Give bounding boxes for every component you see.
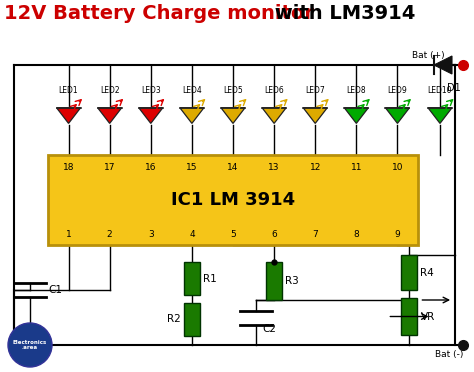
Text: 3: 3 bbox=[148, 230, 154, 239]
Text: R3: R3 bbox=[285, 276, 299, 286]
Text: 8: 8 bbox=[354, 230, 359, 239]
Text: Bat (-): Bat (-) bbox=[435, 350, 463, 359]
Text: LED6: LED6 bbox=[264, 86, 284, 95]
Polygon shape bbox=[428, 108, 452, 124]
Bar bbox=[401, 298, 418, 335]
Text: with LM3914: with LM3914 bbox=[268, 4, 415, 23]
Bar bbox=[401, 255, 418, 290]
Text: IC1 LM 3914: IC1 LM 3914 bbox=[171, 191, 295, 209]
Polygon shape bbox=[303, 108, 327, 124]
Text: 6: 6 bbox=[271, 230, 277, 239]
Bar bbox=[184, 262, 200, 295]
Text: LED9: LED9 bbox=[388, 86, 407, 95]
Text: 18: 18 bbox=[63, 163, 74, 172]
Text: 12: 12 bbox=[310, 163, 321, 172]
Text: 1: 1 bbox=[66, 230, 72, 239]
Polygon shape bbox=[221, 108, 245, 124]
Polygon shape bbox=[98, 108, 122, 124]
Text: LED4: LED4 bbox=[182, 86, 202, 95]
Text: R1: R1 bbox=[203, 273, 217, 283]
Text: 17: 17 bbox=[104, 163, 115, 172]
Text: R2: R2 bbox=[167, 314, 181, 324]
Polygon shape bbox=[344, 108, 368, 124]
Text: 2: 2 bbox=[107, 230, 112, 239]
Text: 15: 15 bbox=[186, 163, 198, 172]
Text: Bat (+): Bat (+) bbox=[412, 51, 445, 60]
Text: LED8: LED8 bbox=[346, 86, 366, 95]
Text: 14: 14 bbox=[228, 163, 239, 172]
Bar bbox=[266, 262, 282, 300]
Text: Electronics
.area: Electronics .area bbox=[13, 340, 47, 350]
Text: LED2: LED2 bbox=[100, 86, 119, 95]
Text: R4: R4 bbox=[420, 267, 434, 278]
Bar bbox=[184, 303, 200, 336]
Text: 7: 7 bbox=[312, 230, 318, 239]
Text: electronicsarea.com: electronicsarea.com bbox=[138, 186, 336, 205]
Text: 4: 4 bbox=[189, 230, 195, 239]
Text: 5: 5 bbox=[230, 230, 236, 239]
Polygon shape bbox=[139, 108, 163, 124]
Polygon shape bbox=[385, 108, 410, 124]
Text: LED1: LED1 bbox=[59, 86, 78, 95]
Polygon shape bbox=[56, 108, 81, 124]
Text: 10: 10 bbox=[392, 163, 403, 172]
Text: 16: 16 bbox=[145, 163, 156, 172]
Polygon shape bbox=[180, 108, 204, 124]
Text: LED7: LED7 bbox=[305, 86, 325, 95]
Text: 9: 9 bbox=[394, 230, 401, 239]
Text: LED10: LED10 bbox=[428, 86, 452, 95]
Circle shape bbox=[8, 323, 52, 367]
Text: C2: C2 bbox=[262, 324, 276, 334]
Text: LED5: LED5 bbox=[223, 86, 243, 95]
Polygon shape bbox=[434, 56, 452, 74]
Text: LED3: LED3 bbox=[141, 86, 161, 95]
Text: VR: VR bbox=[420, 311, 435, 321]
Text: C1: C1 bbox=[48, 285, 62, 295]
Polygon shape bbox=[262, 108, 286, 124]
Text: D1: D1 bbox=[447, 83, 461, 93]
Bar bbox=[48, 155, 418, 245]
Text: 13: 13 bbox=[268, 163, 280, 172]
Text: 11: 11 bbox=[351, 163, 362, 172]
Text: 12V Battery Charge monitor: 12V Battery Charge monitor bbox=[4, 4, 314, 23]
